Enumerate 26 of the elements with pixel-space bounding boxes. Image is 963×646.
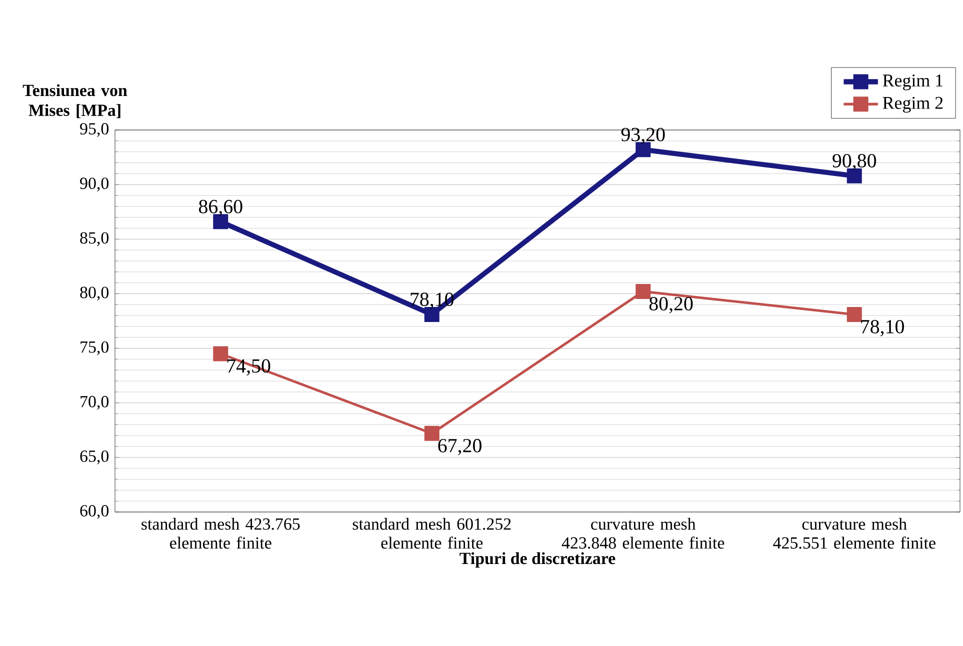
point bbox=[846, 306, 862, 322]
point bbox=[213, 346, 228, 362]
x-axis-title: Tipuri de discretizare bbox=[460, 552, 616, 568]
x-tick-label: standard mesh 423.765 elemente finite bbox=[142, 518, 300, 549]
data-label: 93,20 bbox=[621, 128, 665, 144]
y-tick-label: 90,0 bbox=[80, 178, 109, 192]
y-tick-label: 65,0 bbox=[80, 450, 109, 464]
data-label: 67,20 bbox=[438, 438, 482, 456]
data-label: 86,60 bbox=[198, 200, 242, 216]
data-label: 78,10 bbox=[861, 320, 904, 336]
point bbox=[636, 284, 651, 300]
legend-label: Regim 2 bbox=[882, 96, 943, 113]
y-tick-label: 85,0 bbox=[80, 232, 109, 246]
y-tick-label: 60,0 bbox=[80, 505, 109, 519]
point bbox=[424, 426, 440, 441]
x-tick-label: standard mesh 601.252 elemente finite bbox=[352, 518, 511, 549]
y-tick-label: 80,0 bbox=[80, 286, 109, 301]
x-tick-label: curvature mesh 425.551 elemente finite bbox=[773, 518, 936, 549]
y-tick-label: 70,0 bbox=[80, 396, 109, 410]
x-tick-label: curvature mesh 423.848 elemente finite bbox=[562, 518, 724, 549]
legend-label: Regim 1 bbox=[882, 74, 943, 90]
y-axis-title: Tensiunea von Mises [MPa] bbox=[22, 84, 128, 118]
data-label: 80,20 bbox=[649, 297, 693, 314]
data-label: 90,80 bbox=[832, 154, 876, 170]
y-tick-label: 75,0 bbox=[80, 341, 109, 356]
y-tick-label: 95,0 bbox=[80, 123, 109, 137]
